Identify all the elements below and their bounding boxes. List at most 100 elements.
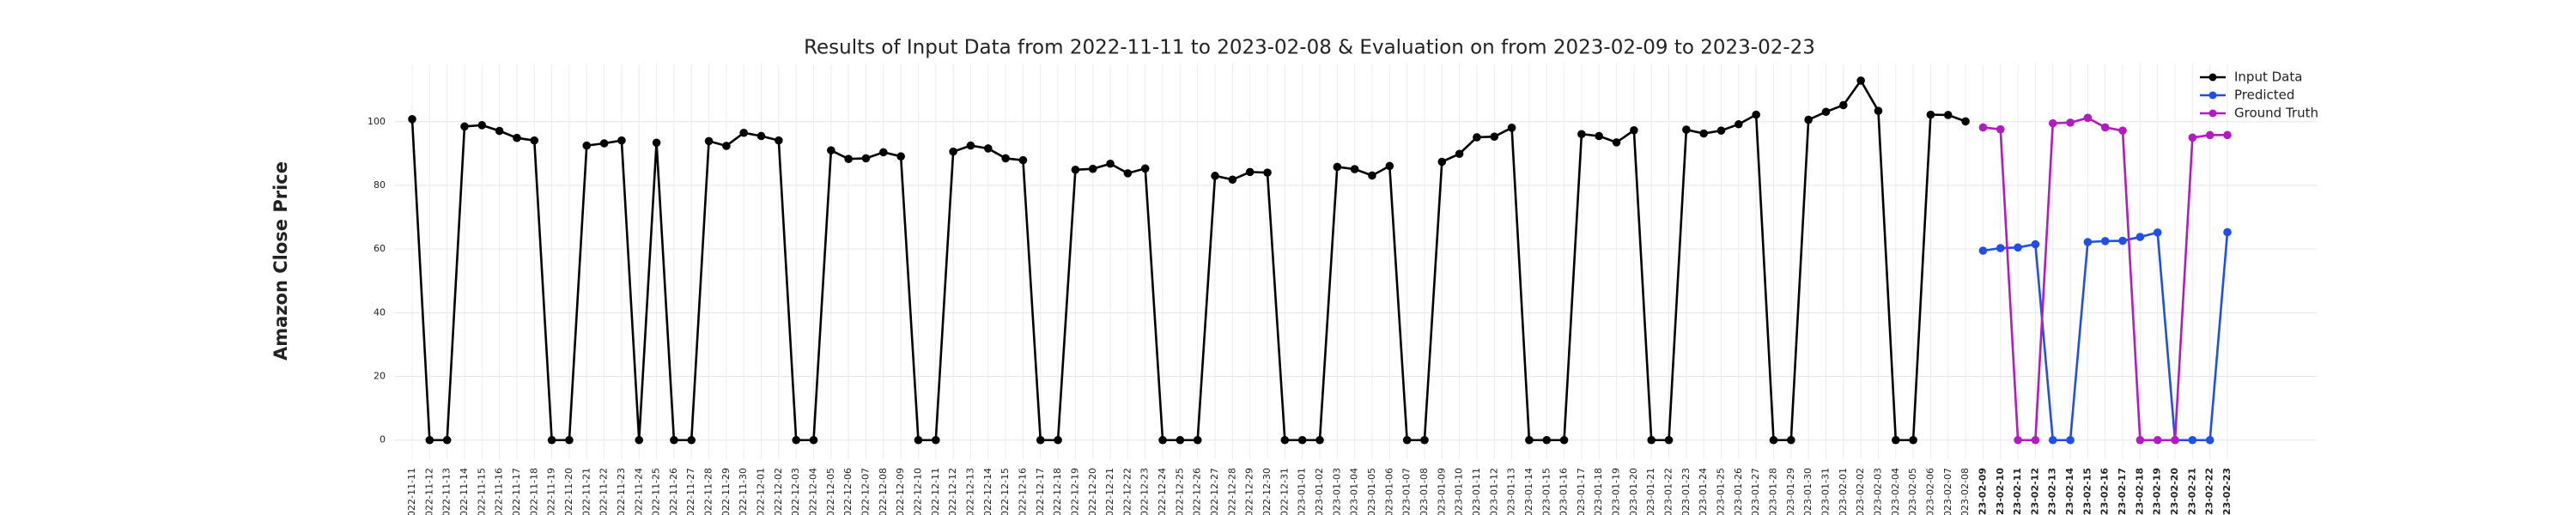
legend-marker: [2208, 109, 2217, 118]
x-tick-label: 2023-02-15: [2081, 468, 2093, 515]
data-point: [1402, 435, 1412, 445]
data-point: [1716, 126, 1726, 135]
x-tick-label: 2023-01-09: [1436, 468, 1447, 515]
legend-label: Ground Truth: [2234, 106, 2318, 121]
x-tick-label: 2023-02-04: [1890, 468, 1901, 515]
data-point: [1978, 123, 1988, 132]
data-point: [966, 141, 975, 150]
data-point: [2153, 435, 2162, 445]
data-point: [1263, 168, 1272, 177]
data-point: [1891, 435, 1900, 445]
x-tick-label: 2023-01-02: [1314, 468, 1325, 515]
data-point: [1001, 154, 1010, 163]
data-point: [1123, 169, 1133, 178]
x-tick-label: 2022-11-24: [633, 468, 644, 515]
data-point: [704, 136, 714, 146]
legend-marker: [2208, 91, 2217, 100]
data-point: [599, 139, 609, 148]
data-point: [2205, 130, 2215, 140]
data-point: [477, 121, 487, 130]
data-point: [408, 115, 416, 124]
x-tick-label: 2023-02-12: [2029, 468, 2040, 515]
x-tick-label: 2022-12-02: [773, 468, 784, 515]
data-point: [2048, 118, 2057, 128]
x-tick-label: 2022-11-11: [406, 468, 417, 515]
x-tick-label: 2023-02-07: [1942, 468, 1953, 515]
data-point: [1036, 435, 1045, 445]
data-point: [1455, 149, 1464, 159]
data-point: [827, 146, 835, 154]
data-point: [687, 435, 696, 445]
y-tick-label: 40: [374, 306, 386, 318]
data-point: [1996, 124, 2005, 134]
data-point: [495, 126, 504, 136]
data-point: [739, 128, 749, 137]
data-point: [932, 435, 940, 445]
data-point: [792, 435, 800, 445]
x-tick-label: 2023-02-18: [2134, 468, 2145, 515]
x-tick-label: 2023-02-03: [1872, 468, 1883, 515]
x-tick-label: 2023-01-18: [1593, 468, 1604, 515]
legend-label: Predicted: [2234, 88, 2294, 103]
x-tick-label: 2023-01-10: [1454, 468, 1465, 515]
x-tick-label: 2022-12-08: [878, 468, 889, 515]
data-point: [1943, 111, 1953, 119]
data-point: [1926, 110, 1935, 119]
data-point: [2205, 435, 2215, 445]
x-tick-label: 2023-01-13: [1506, 468, 1517, 515]
data-point: [809, 435, 818, 445]
data-point: [1385, 161, 1394, 171]
x-tick-label: 2022-11-23: [616, 468, 627, 515]
data-point: [1664, 435, 1674, 445]
data-point: [1507, 124, 1516, 132]
data-point: [1211, 172, 1219, 180]
data-point: [547, 435, 556, 445]
data-point: [2031, 435, 2040, 445]
x-tick-label: 2022-11-15: [476, 468, 487, 515]
y-axis-label: Amazon Close Price: [270, 161, 291, 360]
data-point: [670, 435, 678, 445]
x-tick-label: 2023-02-08: [1959, 468, 1971, 515]
x-tick-label: 2023-01-07: [1401, 468, 1413, 515]
x-tick-label: 2022-12-06: [842, 468, 854, 515]
data-point: [1804, 115, 1813, 124]
x-tick-label: 2023-01-04: [1349, 468, 1360, 515]
y-tick-label: 60: [374, 243, 386, 254]
x-tick-label: 2022-12-01: [756, 468, 767, 515]
x-tick-label: 2022-12-09: [895, 468, 906, 515]
x-tick-label: 2023-02-23: [2221, 468, 2233, 515]
x-tick-label: 2023-02-22: [2204, 468, 2215, 515]
x-tick-label: 2022-12-30: [1261, 468, 1273, 515]
x-tick-label: 2022-12-26: [1192, 468, 1203, 515]
data-point: [460, 122, 469, 131]
x-tick-label: 2022-11-25: [651, 468, 662, 515]
data-point: [1437, 157, 1447, 167]
y-tick-label: 80: [374, 179, 386, 191]
x-tick-label: 2023-01-08: [1419, 468, 1430, 515]
data-point: [2100, 123, 2110, 132]
data-point: [1350, 165, 1359, 173]
legend-marker: [2208, 73, 2217, 82]
data-point: [1978, 246, 1988, 255]
data-point: [1909, 435, 1917, 445]
data-point: [1176, 435, 1185, 445]
data-point: [1874, 106, 1883, 115]
data-point: [2014, 243, 2022, 252]
y-tick-label: 0: [380, 434, 386, 445]
data-point: [949, 147, 957, 156]
data-point: [2136, 233, 2145, 241]
data-point: [2066, 435, 2075, 445]
data-point: [565, 435, 574, 445]
data-point: [1333, 162, 1342, 172]
x-tick-label: 2022-12-10: [912, 468, 923, 515]
x-tick-label: 2022-11-16: [494, 468, 505, 515]
data-point: [1542, 435, 1552, 445]
x-tick-label: 2022-12-19: [1069, 468, 1080, 515]
x-tick-label: 2023-01-29: [1785, 468, 1796, 515]
data-point: [582, 141, 592, 150]
data-point: [1280, 435, 1290, 445]
data-point: [1682, 125, 1691, 134]
data-point: [914, 435, 923, 445]
x-tick-label: 2022-12-12: [947, 468, 958, 515]
